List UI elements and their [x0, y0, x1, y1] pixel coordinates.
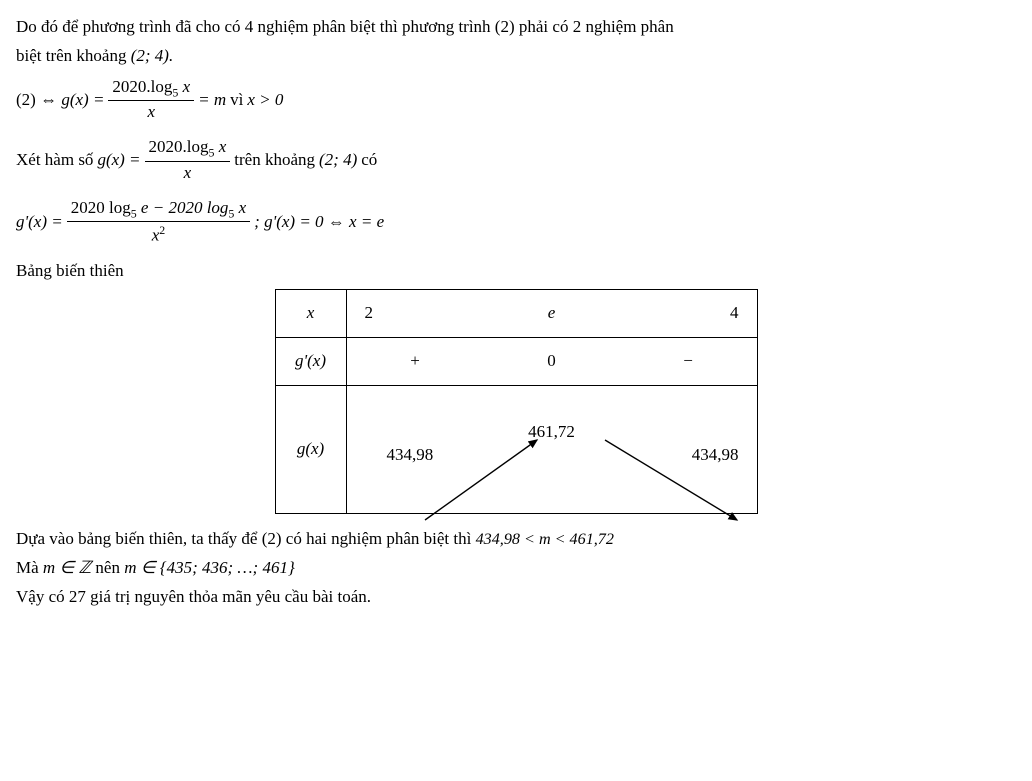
nen-text: nên: [91, 558, 124, 577]
x-val-1: e: [548, 302, 556, 325]
fraction-1: 2020.log5 x x: [108, 76, 194, 124]
g-prime-eq: g'(x) = 2020 log5 e − 2020 log5 x x2 ; g…: [16, 197, 1016, 248]
conclusion-line-3: Vậy có 27 giá trị nguyên thỏa mãn yêu cầ…: [16, 586, 1016, 609]
m-set: m ∈ {435; 436; …; 461}: [124, 558, 295, 577]
gprime-zero: ; g'(x) = 0 ⇔ x = e: [254, 211, 384, 234]
gp-plus: +: [410, 350, 420, 373]
x-val-0: 2: [365, 302, 374, 325]
x-values-row: 2 e 4: [347, 302, 757, 325]
concl-1a: Dựa vào bảng biến thiên, ta thấy để (2) …: [16, 529, 476, 548]
g-of-x-2: g(x) =: [97, 149, 140, 172]
co-text: có: [361, 149, 377, 172]
interval-2: (2; 4): [319, 149, 357, 172]
gp-minus: −: [683, 350, 693, 373]
xet-text: Xét hàm số: [16, 149, 93, 172]
x-label: x: [275, 289, 346, 337]
variation-table: x 2 e 4 g'(x) + 0 − g(x) 461,72: [275, 289, 758, 514]
gprime-values-row: + 0 −: [347, 350, 757, 373]
intro-text-1b: biệt trên khoảng: [16, 46, 131, 65]
intro-line-2: biệt trên khoảng (2; 4).: [16, 45, 1016, 68]
vi-text: vì: [230, 89, 243, 112]
m-range: 434,98 < m < 461,72: [476, 531, 614, 548]
eq-m: = m: [198, 89, 226, 112]
bbt-title: Bảng biến thiên: [16, 260, 1016, 283]
x-val-2: 4: [730, 302, 739, 325]
concl-2a: Mà: [16, 558, 43, 577]
g-left-value: 434,98: [387, 444, 434, 467]
fraction-3: 2020 log5 e − 2020 log5 x x2: [67, 197, 250, 248]
conclusion-line-1: Dựa vào bảng biến thiên, ta thấy để (2) …: [16, 528, 1016, 551]
eq2-prefix: (2) ⇔ g(x) =: [16, 89, 104, 112]
intro-line-1: Do đó để phương trình đã cho có 4 nghiệm…: [16, 16, 1016, 39]
interval-1: (2; 4).: [131, 46, 173, 65]
equation-2: (2) ⇔ g(x) = 2020.log5 x x = m vì x > 0: [16, 76, 1016, 124]
fraction-2: 2020.log5 x x: [145, 136, 231, 184]
gprime-label: g'(x): [275, 337, 346, 385]
gprime-lhs: g'(x) =: [16, 211, 63, 234]
x-gt-0: x > 0: [247, 89, 283, 112]
conclusion-line-2: Mà m ∈ ℤ nên m ∈ {435; 436; …; 461}: [16, 557, 1016, 580]
m-in-z: m ∈ ℤ: [43, 558, 91, 577]
g-right-value: 434,98: [692, 444, 739, 467]
g-label: g(x): [275, 385, 346, 513]
xet-ham-so: Xét hàm số g(x) = 2020.log5 x x trên kho…: [16, 136, 1016, 184]
arrow-up-icon: [417, 432, 547, 527]
tren-text: trên khoảng: [234, 149, 315, 172]
intro-text-1a: Do đó để phương trình đã cho có 4 nghiệm…: [16, 17, 674, 36]
gp-zero: 0: [547, 350, 556, 373]
